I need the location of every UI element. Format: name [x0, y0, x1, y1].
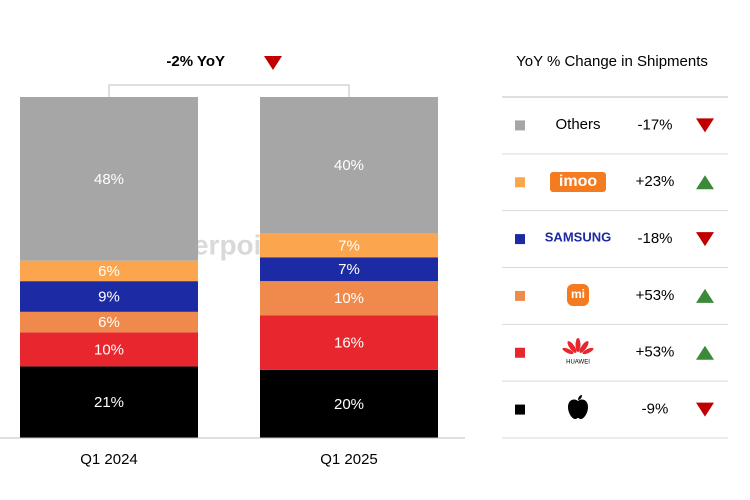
- legend-yoy: +53%: [636, 344, 675, 361]
- legend-swatch: [515, 404, 525, 415]
- data-label: 7%: [338, 261, 360, 278]
- logo-apple: [568, 395, 588, 419]
- legend-label: Others: [555, 116, 600, 133]
- bar-segment: [20, 97, 198, 261]
- yoy-arrow: [696, 288, 714, 303]
- bar-segment: [20, 311, 198, 333]
- yoy-arrow: [696, 345, 714, 360]
- data-label: 20%: [334, 396, 364, 413]
- data-label: 9%: [98, 288, 120, 305]
- data-label: 21%: [94, 394, 124, 411]
- data-label: 6%: [98, 314, 120, 331]
- annotation-arrow: [264, 56, 282, 70]
- bar-segment: [20, 260, 198, 282]
- legend-swatch: [515, 347, 525, 358]
- data-label: 10%: [334, 290, 364, 307]
- legend-label: SAMSUNG: [545, 229, 611, 244]
- bar-segment: [260, 97, 438, 234]
- legend-yoy: -9%: [642, 401, 669, 418]
- data-label: 10%: [94, 341, 124, 358]
- x-tick-label: Q1 2025: [320, 451, 378, 468]
- logo-mi: [567, 284, 589, 306]
- data-label: 7%: [338, 237, 360, 254]
- x-tick-label: Q1 2024: [80, 451, 138, 468]
- data-label: 6%: [98, 263, 120, 280]
- logo-imoo: [550, 172, 606, 192]
- yoy-arrow: [696, 118, 714, 133]
- legend-logos: Others imoo SAMSUNG mi HUAWEI: [545, 116, 611, 419]
- legend-yoy: -17%: [637, 116, 672, 133]
- bar-segment: [20, 281, 198, 312]
- yoy-arrow: [696, 232, 714, 247]
- bar-segment: [260, 257, 438, 282]
- logo-huawei: [562, 338, 594, 355]
- annotation: -2% YoY: [166, 53, 225, 70]
- yoy-arrow: [696, 402, 714, 417]
- data-label: 16%: [334, 334, 364, 351]
- data-label: 40%: [334, 157, 364, 174]
- legend-yoy: +53%: [636, 287, 675, 304]
- data-label: 48%: [94, 171, 124, 188]
- bracket: [108, 84, 350, 97]
- legend-label: imoo: [559, 173, 597, 190]
- bar-segment: [20, 366, 198, 438]
- legend-label: HUAWEI: [566, 360, 590, 366]
- legend-swatch: [515, 290, 525, 301]
- bar-segment: [260, 281, 438, 316]
- legend-swatch: [515, 120, 525, 131]
- yoy-arrow: [696, 175, 714, 190]
- legend-label: mi: [571, 287, 585, 301]
- bar-segment: [260, 369, 438, 438]
- legend-swatch: [515, 177, 525, 188]
- bar-segment: [260, 233, 438, 258]
- legend-yoy: -18%: [637, 230, 672, 247]
- legend-title: YoY % Change in Shipments: [516, 53, 708, 70]
- bar-segment: [260, 315, 438, 370]
- legend-yoy: +23%: [636, 173, 675, 190]
- bar-segment: [20, 332, 198, 367]
- legend-swatch: [515, 234, 525, 245]
